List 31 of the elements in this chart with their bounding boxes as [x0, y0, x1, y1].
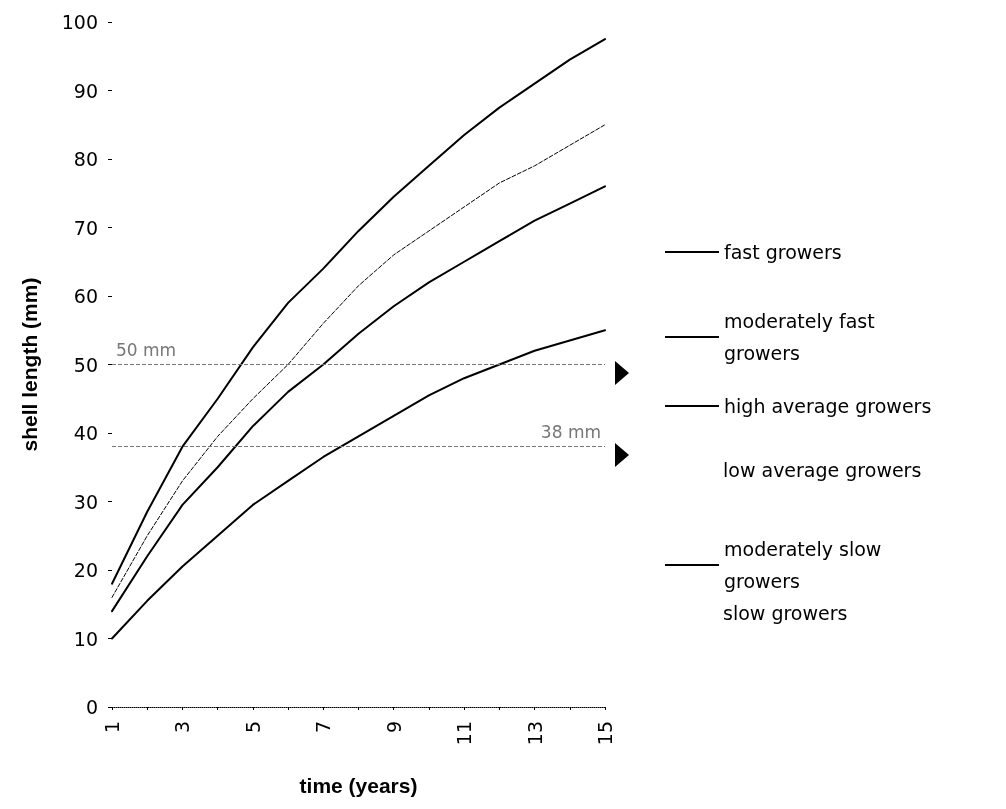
legend-label: moderately fast growers: [724, 310, 881, 364]
ref-line-label: 50 mm: [116, 340, 177, 360]
line-series: [111, 38, 606, 585]
line-series: [111, 124, 606, 598]
y-tick-label: 90: [73, 79, 98, 102]
legend-label: fast growers: [724, 241, 842, 263]
x-tick-label: 9: [382, 721, 405, 734]
y-tick-label: 100: [61, 11, 98, 33]
y-tick-label: 20: [73, 559, 98, 581]
y-tick-label: 10: [73, 627, 98, 650]
text: slow growers: [723, 601, 848, 624]
x-tick-label: 11: [453, 721, 476, 746]
y-tick-label: 60: [73, 285, 98, 307]
ref-line-label: 38 mm: [540, 422, 601, 443]
x-tick-label: 7: [312, 721, 335, 734]
text: low average growers: [723, 458, 922, 481]
x-axis-title: time (years): [299, 774, 418, 797]
line-series: [111, 185, 606, 613]
y-tick-label: 0: [85, 696, 98, 718]
y-tick-label: 30: [73, 490, 98, 513]
x-tick-label: 1: [101, 721, 123, 734]
y-tick-label: 70: [73, 216, 98, 239]
x-tick-label: 15: [594, 721, 616, 746]
legend-label: high average growers: [724, 395, 932, 417]
y-tick-label: 80: [73, 148, 98, 170]
x-tick-label: 3: [171, 721, 194, 734]
y-axis-title: shell length (mm): [18, 277, 41, 452]
x-tick-label: 5: [241, 721, 264, 734]
y-tick-label: 40: [73, 422, 98, 444]
y-tick-label: 50: [73, 353, 98, 376]
x-tick-label: 13: [523, 721, 546, 746]
